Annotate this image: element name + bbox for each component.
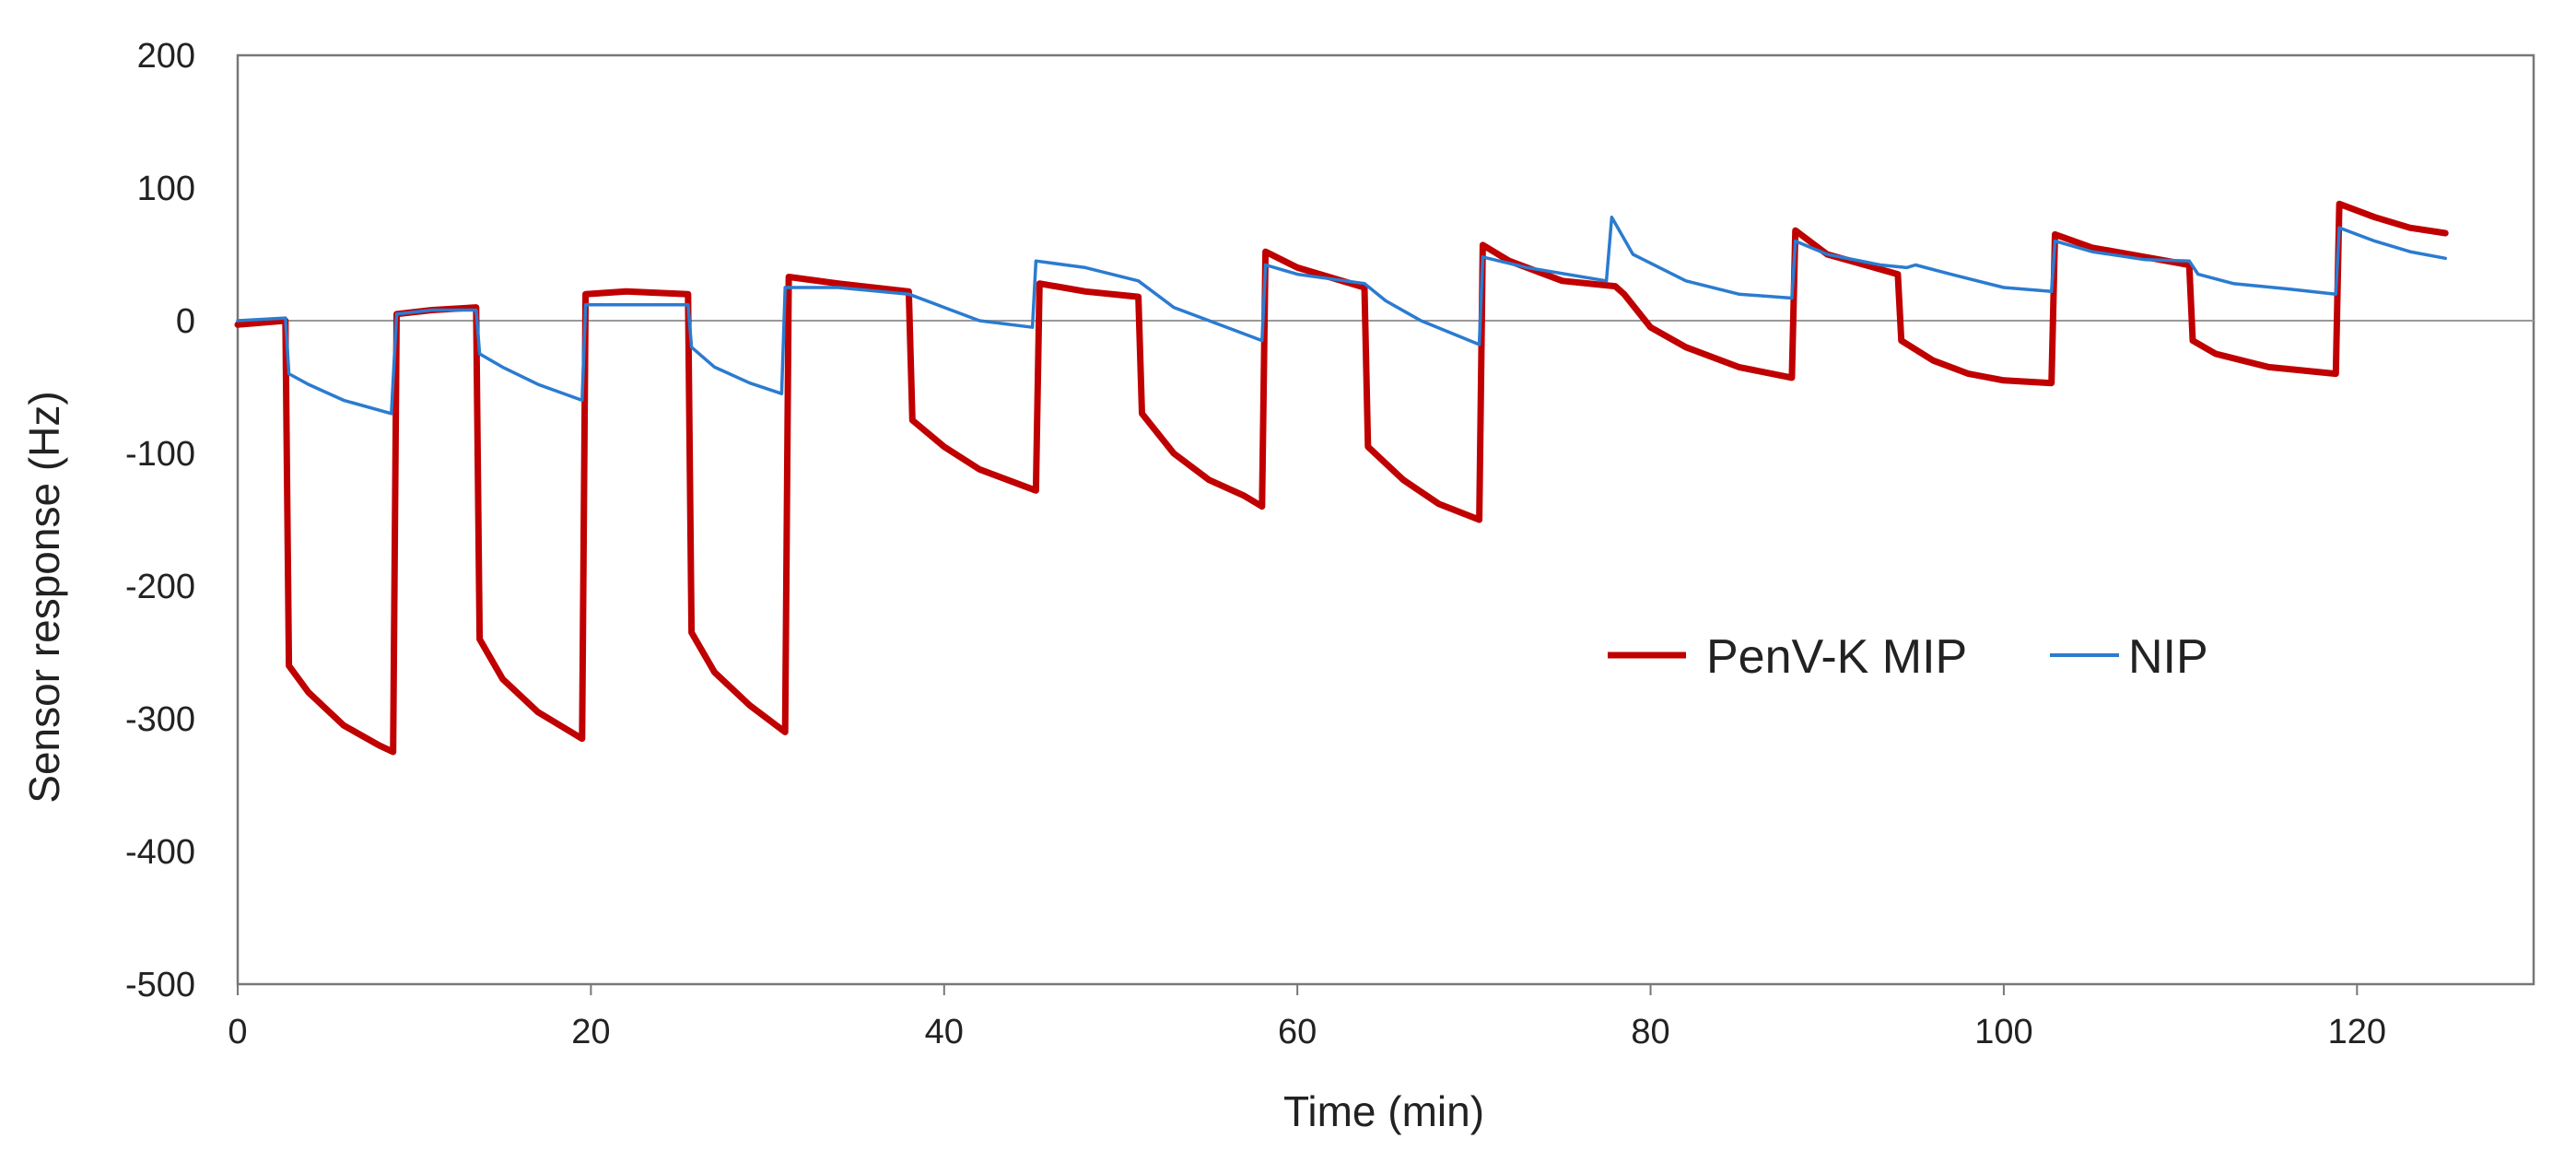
- x-tick-label: 60: [1278, 1013, 1317, 1051]
- x-tick-label: 40: [925, 1013, 964, 1051]
- x-axis: 0 20 40 60 80 100 120: [228, 984, 2386, 1051]
- y-tick-label: -500: [125, 966, 195, 1004]
- legend-label-nip: NIP: [2128, 630, 2208, 684]
- y-tick-label: -400: [125, 833, 195, 872]
- x-tick-label: 80: [1631, 1013, 1669, 1051]
- y-tick-label: -200: [125, 568, 195, 606]
- series-line-penv-k-mip: [234, 200, 2449, 756]
- x-axis-title: Time (min): [1283, 1087, 1484, 1135]
- x-tick-label: 100: [1974, 1013, 2032, 1051]
- y-axis: 200 100 0 -100 -200 -300 -400 -500: [125, 37, 195, 1004]
- x-tick-label: 120: [2328, 1013, 2386, 1051]
- legend-label-penv-k-mip: PenV-K MIP: [1706, 630, 1967, 684]
- plot-border: [236, 53, 2535, 986]
- y-axis-title: Sensor response (Hz): [20, 391, 68, 803]
- y-tick-label: -300: [125, 700, 195, 739]
- plot-area: [236, 53, 2535, 986]
- y-tick-label: 100: [137, 170, 195, 208]
- y-tick-label: 0: [176, 302, 195, 341]
- series-line-nip: [236, 215, 2447, 416]
- y-tick-label: 200: [137, 37, 195, 76]
- x-tick-label: 0: [228, 1013, 247, 1051]
- y-tick-label: -100: [125, 435, 195, 474]
- x-tick-label: 20: [571, 1013, 610, 1051]
- legend: PenV-K MIP NIP: [1608, 630, 2208, 684]
- series-layer: [234, 200, 2449, 756]
